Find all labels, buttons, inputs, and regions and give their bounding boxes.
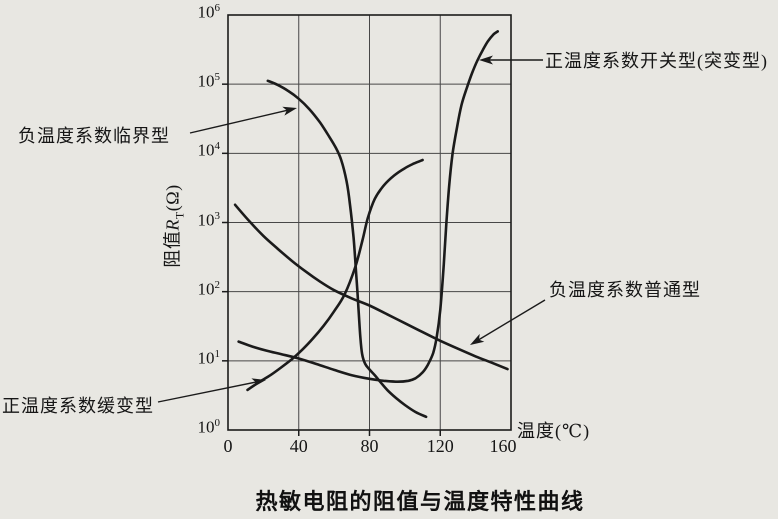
annotation-label-ptc-switching: 正温度系数开关型(突变型)	[545, 51, 768, 71]
annotation-arrowhead-ntc-ordinary	[470, 333, 485, 345]
annotation-label-ptc-gradual: 正温度系数缓变型	[2, 396, 154, 416]
annotation-arrowhead-ntc-critical	[282, 106, 297, 116]
annotation-arrow-line-ntc-ordinary	[477, 299, 546, 341]
y-axis-label-unit: (Ω)	[162, 184, 183, 212]
curve-ptc-gradual	[246, 158, 424, 392]
x-tick-label-0: 0	[223, 436, 233, 456]
annotation-label-ntc-critical: 负温度系数临界型	[18, 126, 170, 146]
annotation-arrow-line-ntc-critical	[189, 109, 289, 134]
y-axis-label-subscript: T	[172, 211, 187, 220]
plot-border	[227, 14, 512, 431]
y-tick-label-1e2: 102	[197, 278, 221, 299]
y-tick-label-1e1: 101	[197, 347, 221, 368]
y-axis-label: 阻值RT(Ω)	[159, 184, 188, 267]
curve-ntc-critical	[266, 79, 428, 419]
annotation-arrowhead-ptc-gradual	[251, 378, 266, 388]
annotation-label-ntc-ordinary: 负温度系数普通型	[549, 280, 701, 300]
figure-caption: 热敏电阻的阻值与温度特性曲线	[255, 489, 585, 514]
y-tick-label-1e3: 103	[197, 209, 221, 230]
y-tick-label-1e4: 104	[197, 140, 221, 160]
y-axis-label-symbol: R	[162, 219, 183, 231]
y-tick-label-1e5: 105	[197, 71, 221, 91]
curve-ntc-ordinary	[233, 203, 509, 371]
curve-ptc-switching	[237, 30, 499, 383]
x-tick-label-80: 80	[360, 436, 379, 456]
annotation-arrowhead-ptc-switching	[479, 55, 493, 65]
y-tick-label-1e6: 106	[197, 2, 221, 22]
annotation-arrow-line-ptc-gradual	[157, 381, 258, 403]
x-tick-label-120: 120	[426, 436, 454, 456]
y-axis-label-cjk: 阻值	[162, 230, 183, 268]
x-tick-label-160: 160	[489, 436, 517, 456]
x-tick-label-40: 40	[289, 436, 308, 456]
y-tick-label-1e0: 100	[197, 417, 221, 437]
x-axis-label: 温度(℃)	[517, 421, 591, 441]
